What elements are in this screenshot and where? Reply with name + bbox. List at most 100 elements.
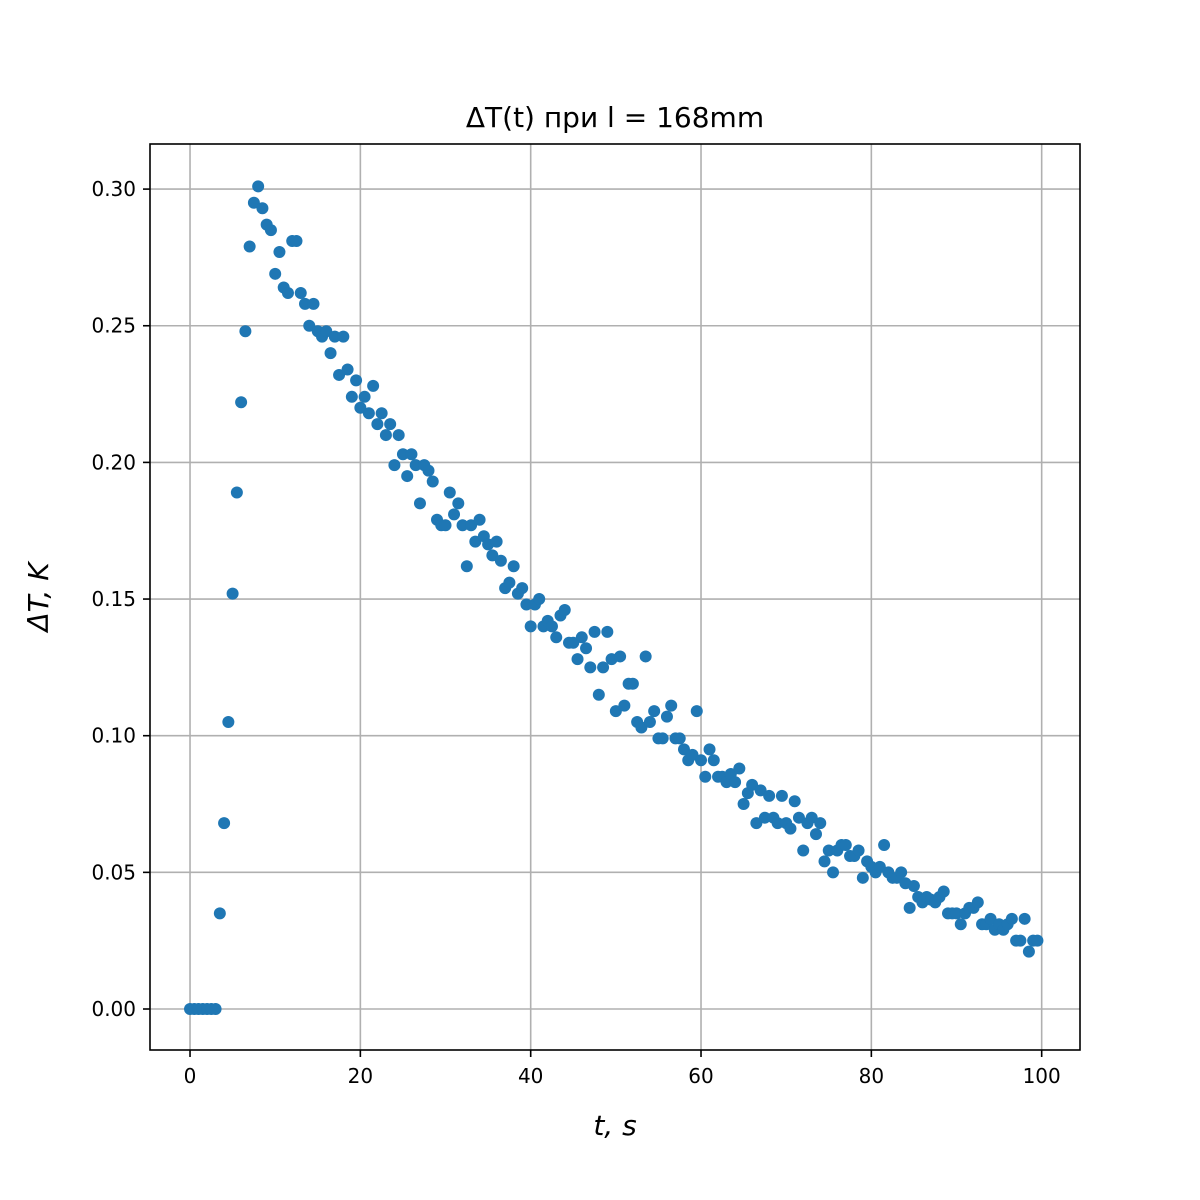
data-point bbox=[337, 330, 350, 343]
data-point bbox=[814, 817, 827, 830]
data-point bbox=[294, 286, 307, 299]
data-point bbox=[413, 497, 426, 510]
data-point bbox=[822, 844, 835, 857]
data-point bbox=[516, 582, 529, 595]
data-point bbox=[937, 885, 950, 898]
data-point bbox=[362, 407, 375, 420]
data-point bbox=[307, 297, 320, 310]
data-point bbox=[243, 240, 256, 253]
data-point bbox=[984, 912, 997, 925]
data-point bbox=[690, 705, 703, 718]
data-point bbox=[771, 817, 784, 830]
data-point bbox=[281, 286, 294, 299]
data-point bbox=[597, 661, 610, 674]
grid bbox=[150, 144, 1080, 1050]
plot-frame bbox=[149, 143, 1081, 1051]
x-tick-label: 60 bbox=[688, 1064, 713, 1088]
data-point bbox=[895, 866, 908, 879]
data-point bbox=[673, 732, 686, 745]
data-point bbox=[422, 464, 435, 477]
data-point bbox=[856, 871, 869, 884]
data-point bbox=[686, 748, 699, 761]
data-point bbox=[575, 631, 588, 644]
data-points bbox=[184, 180, 1044, 1016]
data-point bbox=[677, 743, 690, 756]
y-tick-label: 0.05 bbox=[91, 860, 136, 884]
data-point bbox=[601, 625, 614, 638]
ticks: 0 20 40 60 80 100 0.00 0.05 0.10 0.15 0.20 0.25 0.30 bbox=[91, 177, 1060, 1088]
data-point bbox=[409, 459, 422, 472]
data-point bbox=[618, 699, 631, 712]
data-point bbox=[299, 297, 311, 310]
data-point bbox=[626, 677, 639, 690]
data-point bbox=[354, 401, 367, 414]
data-point bbox=[273, 245, 286, 258]
y-tick-label: 0.20 bbox=[91, 450, 136, 474]
data-point bbox=[805, 811, 818, 824]
data-point bbox=[1018, 912, 1031, 925]
data-point bbox=[209, 1003, 222, 1016]
data-point bbox=[550, 631, 563, 644]
data-point bbox=[520, 598, 533, 611]
data-point bbox=[580, 642, 593, 655]
data-point bbox=[809, 828, 822, 841]
data-point bbox=[235, 396, 248, 409]
data-point bbox=[239, 325, 252, 338]
data-point bbox=[507, 560, 520, 573]
data-point bbox=[303, 319, 316, 332]
data-point bbox=[635, 721, 648, 734]
data-point bbox=[729, 776, 742, 789]
data-point bbox=[788, 795, 801, 808]
y-tick-label: 0.15 bbox=[91, 587, 136, 611]
data-point bbox=[588, 625, 601, 638]
data-point bbox=[375, 407, 388, 420]
chart-title: ΔT(t) при l = 168mm bbox=[466, 101, 764, 134]
data-point bbox=[345, 390, 358, 403]
data-point bbox=[763, 789, 776, 802]
x-tick-label: 0 bbox=[184, 1064, 197, 1088]
data-point bbox=[503, 576, 516, 589]
data-point bbox=[405, 448, 418, 461]
data-point bbox=[784, 822, 797, 835]
data-point bbox=[545, 620, 558, 633]
data-point bbox=[648, 705, 661, 718]
data-point bbox=[252, 180, 265, 193]
x-tick-label: 40 bbox=[518, 1064, 543, 1088]
data-point bbox=[392, 429, 405, 442]
data-point bbox=[665, 699, 678, 712]
x-axis-label: t, s bbox=[593, 1109, 636, 1142]
data-point bbox=[401, 470, 414, 483]
data-point bbox=[341, 363, 354, 376]
data-point bbox=[247, 196, 260, 209]
data-point bbox=[218, 817, 231, 830]
data-point bbox=[439, 519, 452, 532]
data-point bbox=[367, 379, 380, 392]
data-point bbox=[328, 330, 341, 343]
data-point bbox=[443, 486, 456, 499]
data-point bbox=[609, 705, 622, 718]
x-tick-label: 20 bbox=[348, 1064, 373, 1088]
data-point bbox=[707, 754, 720, 767]
data-point bbox=[230, 486, 243, 499]
data-point bbox=[584, 661, 597, 674]
data-point bbox=[878, 839, 891, 852]
data-point bbox=[737, 798, 750, 811]
x-tick-label: 80 bbox=[859, 1064, 884, 1088]
data-point bbox=[226, 587, 239, 600]
data-point bbox=[388, 459, 401, 472]
data-point bbox=[486, 549, 499, 562]
data-point bbox=[656, 732, 669, 745]
data-point bbox=[792, 811, 805, 824]
data-point bbox=[448, 508, 461, 521]
data-point bbox=[558, 603, 571, 616]
data-point bbox=[907, 880, 920, 893]
data-point bbox=[320, 325, 333, 338]
data-point bbox=[971, 896, 984, 909]
data-point bbox=[269, 267, 282, 280]
data-point bbox=[571, 653, 584, 666]
data-point bbox=[818, 855, 831, 868]
data-point bbox=[350, 374, 363, 387]
y-tick-label: 0.10 bbox=[91, 724, 136, 748]
data-point bbox=[524, 620, 537, 633]
